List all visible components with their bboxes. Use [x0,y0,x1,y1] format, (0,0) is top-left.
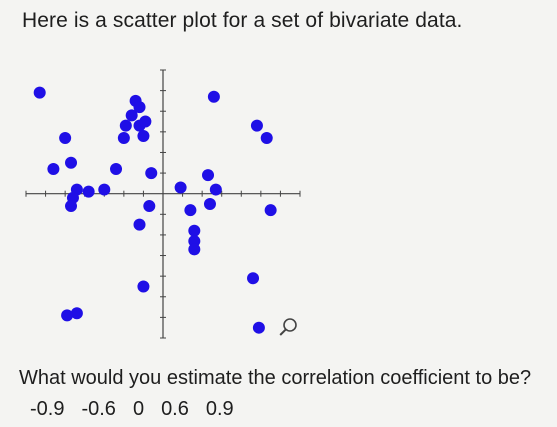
data-point [117,132,130,145]
choice-0-9[interactable]: 0.9 [205,398,234,420]
data-point [133,101,146,114]
data-point [137,280,150,293]
data-point [143,200,156,213]
choice-neg-0-9[interactable]: -0.9 [30,398,65,420]
data-point [125,109,138,122]
data-point [184,204,197,217]
data-point [174,181,187,194]
data-point [145,167,158,180]
data-point [247,272,260,285]
choice-0-6[interactable]: 0.6 [161,398,189,420]
data-point [65,200,78,213]
data-point [207,90,220,103]
data-point [250,119,263,132]
choice-0[interactable]: 0 [132,398,145,420]
data-point [47,162,60,175]
prompt-text: Here is a scatter plot for a set of biva… [22,9,463,32]
question-text: What would you estimate the correlation … [19,367,532,389]
data-point [70,307,83,320]
data-point [260,132,273,145]
data-points [33,86,277,334]
answer-choices: -0.9 -0.6 0 0.6 0.9 [30,398,234,421]
data-point [139,115,152,128]
data-point [188,235,201,248]
data-point [203,198,216,210]
data-point [59,132,72,145]
data-point [33,86,46,99]
magnifier-icon[interactable] [279,318,297,336]
data-point [82,185,95,198]
data-point [188,224,201,237]
data-point [65,156,78,169]
data-point [98,183,111,196]
data-point [264,204,277,217]
data-point [209,183,222,196]
choice-neg-0-6[interactable]: -0.6 [81,398,116,420]
data-point [202,169,215,182]
data-point [252,321,265,334]
data-point [137,129,150,142]
data-point [61,309,74,322]
data-point [133,218,146,231]
data-point [110,162,123,175]
data-point [188,243,201,256]
data-point [119,119,132,132]
